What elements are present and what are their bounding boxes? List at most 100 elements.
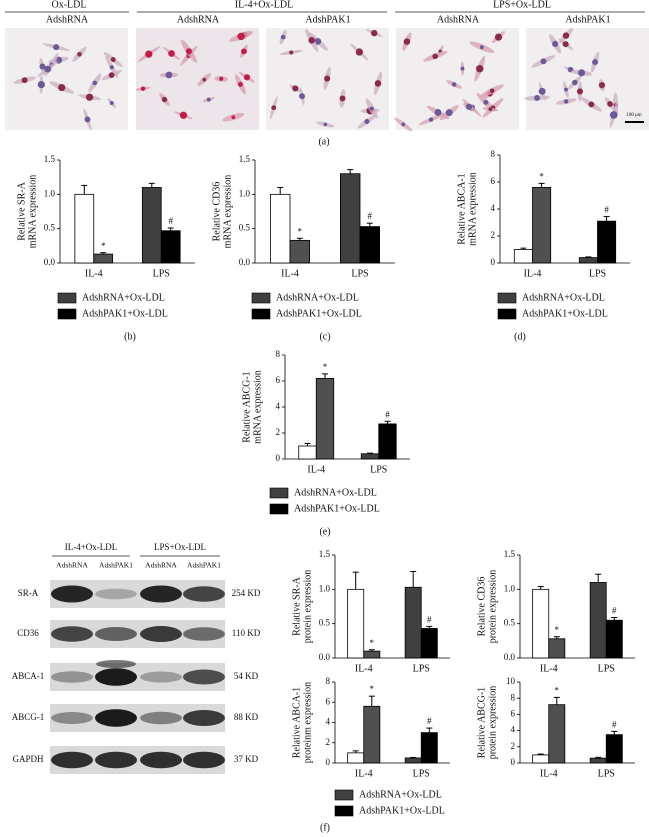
blot-band xyxy=(95,668,137,686)
micrograph xyxy=(524,27,649,130)
x-tick-label: LPS xyxy=(370,464,387,475)
blot-band xyxy=(183,627,225,641)
nucleus xyxy=(237,81,243,87)
nucleus xyxy=(241,48,247,55)
nucleus xyxy=(488,107,493,112)
significance-marker: * xyxy=(298,226,303,236)
column-label: AdshPAK1 xyxy=(305,14,350,25)
y-axis-label: mRNA expression xyxy=(252,370,263,444)
x-tick-label: IL-4 xyxy=(355,663,373,674)
y-axis-label: mRNA expression xyxy=(467,172,478,246)
blot-band xyxy=(95,751,137,769)
nucleus xyxy=(432,53,438,60)
nucleus xyxy=(428,117,434,122)
protein-label: GAPDH xyxy=(12,754,44,764)
blot-band xyxy=(183,586,225,602)
group-label: LPS+Ox-LDL xyxy=(154,542,206,552)
y-tick-label: 8 xyxy=(511,692,516,702)
legend-label: AdshRNA+Ox-LDL xyxy=(82,292,165,303)
y-tick-label: 2 xyxy=(491,230,496,240)
nucleus xyxy=(39,63,46,70)
blot-band xyxy=(140,626,182,642)
legend-swatch xyxy=(57,308,77,320)
x-tick-label: LPS xyxy=(598,768,615,779)
nucleus xyxy=(37,80,45,89)
error-bar xyxy=(537,586,544,590)
bar xyxy=(289,239,311,264)
bar xyxy=(160,230,181,264)
error-bar xyxy=(277,186,284,195)
significance-marker: # xyxy=(612,606,617,616)
scale-label: 100 μm xyxy=(626,113,641,118)
column-label: AdshRNA xyxy=(145,561,177,570)
blot-band xyxy=(140,711,182,725)
protein-label: ABCG-1 xyxy=(12,712,45,722)
blot-band xyxy=(51,671,93,683)
y-tick-label: 8 xyxy=(491,149,496,159)
y-tick-label: 0.0 xyxy=(504,652,516,662)
significance-marker: * xyxy=(323,362,328,372)
nucleus xyxy=(292,85,299,92)
x-tick-label: LPS xyxy=(598,663,615,674)
panel-label: (e) xyxy=(319,526,330,537)
nucleus xyxy=(289,50,294,55)
panel-label: (b) xyxy=(124,331,136,342)
bar xyxy=(347,588,365,659)
bar xyxy=(359,226,381,264)
size-label: 110 KD xyxy=(232,628,261,638)
y-tick-label: 6 xyxy=(326,696,331,706)
column-label: AdshRNA xyxy=(177,14,220,25)
x-tick-label: IL-4 xyxy=(540,663,558,674)
error-bar xyxy=(384,420,391,424)
protein-label: CD36 xyxy=(17,628,39,638)
y-tick-label: 0.0 xyxy=(319,652,331,662)
nucleus xyxy=(609,111,618,119)
y-tick-label: 0.5 xyxy=(319,618,331,628)
bar xyxy=(347,752,365,764)
y-tick-label: 0 xyxy=(276,453,281,463)
column-label: AdshPAK1 xyxy=(565,14,610,25)
micrograph xyxy=(394,28,519,132)
panel-label: (c) xyxy=(319,331,330,342)
nucleus xyxy=(179,111,188,119)
bar xyxy=(363,650,381,659)
column-label: AdshRNA xyxy=(46,14,89,25)
blot-band xyxy=(95,588,137,600)
blot-band xyxy=(140,585,182,603)
bar xyxy=(578,257,598,264)
significance-marker: # xyxy=(604,204,609,214)
y-tick-label: 1.5 xyxy=(504,549,516,559)
y-axis-label: protein expression xyxy=(487,570,498,644)
size-label: 254 KD xyxy=(232,588,261,598)
blot-band xyxy=(96,660,136,668)
nucleus xyxy=(572,79,578,86)
y-axis-label: Relative CD36 xyxy=(476,577,487,637)
y-tick-label: 0.5 xyxy=(504,618,516,628)
nucleus xyxy=(109,65,114,70)
error-bar xyxy=(595,756,602,759)
y-tick-label: 8 xyxy=(326,676,331,686)
protein-label: ABCA-1 xyxy=(12,671,45,681)
nucleus xyxy=(563,99,569,104)
y-tick-label: 1.5 xyxy=(44,154,56,164)
error-bar xyxy=(368,649,375,652)
error-bar xyxy=(352,571,359,590)
x-tick-label: IL-4 xyxy=(281,268,299,279)
error-bar xyxy=(352,750,359,753)
nucleus xyxy=(460,66,465,71)
nucleus xyxy=(592,59,599,66)
nucleus xyxy=(564,87,568,92)
legend-swatch xyxy=(497,308,517,320)
y-tick-label: 1.5 xyxy=(319,549,331,559)
legend-swatch xyxy=(334,789,354,801)
legend-swatch xyxy=(269,487,289,499)
nucleus xyxy=(465,103,473,110)
nucleus xyxy=(314,38,322,45)
nucleus xyxy=(598,82,606,89)
bar xyxy=(605,619,623,659)
bar xyxy=(548,638,566,659)
blot-band xyxy=(51,712,93,724)
nucleus xyxy=(323,122,328,127)
x-tick-label: IL-4 xyxy=(307,464,325,475)
bar xyxy=(360,453,380,460)
